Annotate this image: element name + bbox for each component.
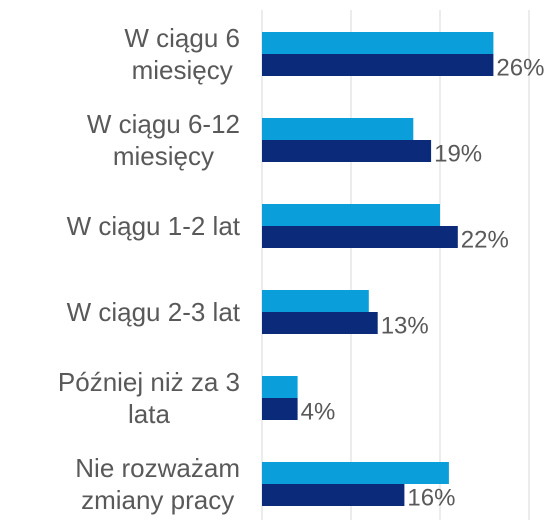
bar: [262, 140, 432, 162]
bar: [262, 376, 298, 398]
bar: [262, 54, 494, 76]
category-label: Później niż za 3 lata: [57, 367, 240, 429]
value-label: 22%: [461, 226, 509, 253]
bar: [262, 204, 440, 226]
value-label: 26%: [496, 54, 544, 81]
bar: [262, 462, 449, 484]
bar: [262, 398, 298, 420]
value-label: 13%: [381, 312, 429, 339]
value-label: 4%: [301, 398, 336, 425]
category-label: W ciągu 2-3 lat: [66, 297, 240, 327]
category-label: W ciągu 1-2 lat: [66, 211, 240, 241]
value-label: 16%: [407, 484, 455, 511]
bar: [262, 484, 405, 506]
category-label: W ciągu 6-12 miesięcy: [86, 109, 240, 171]
category-label: W ciągu 6 miesięcy: [124, 23, 240, 85]
category-label: Nie rozważam zmiany pracy: [75, 453, 240, 515]
bar: [262, 290, 369, 312]
bar: [262, 118, 414, 140]
bar: [262, 312, 378, 334]
bar: [262, 32, 494, 54]
bar: [262, 226, 458, 248]
value-label: 19%: [434, 140, 482, 167]
